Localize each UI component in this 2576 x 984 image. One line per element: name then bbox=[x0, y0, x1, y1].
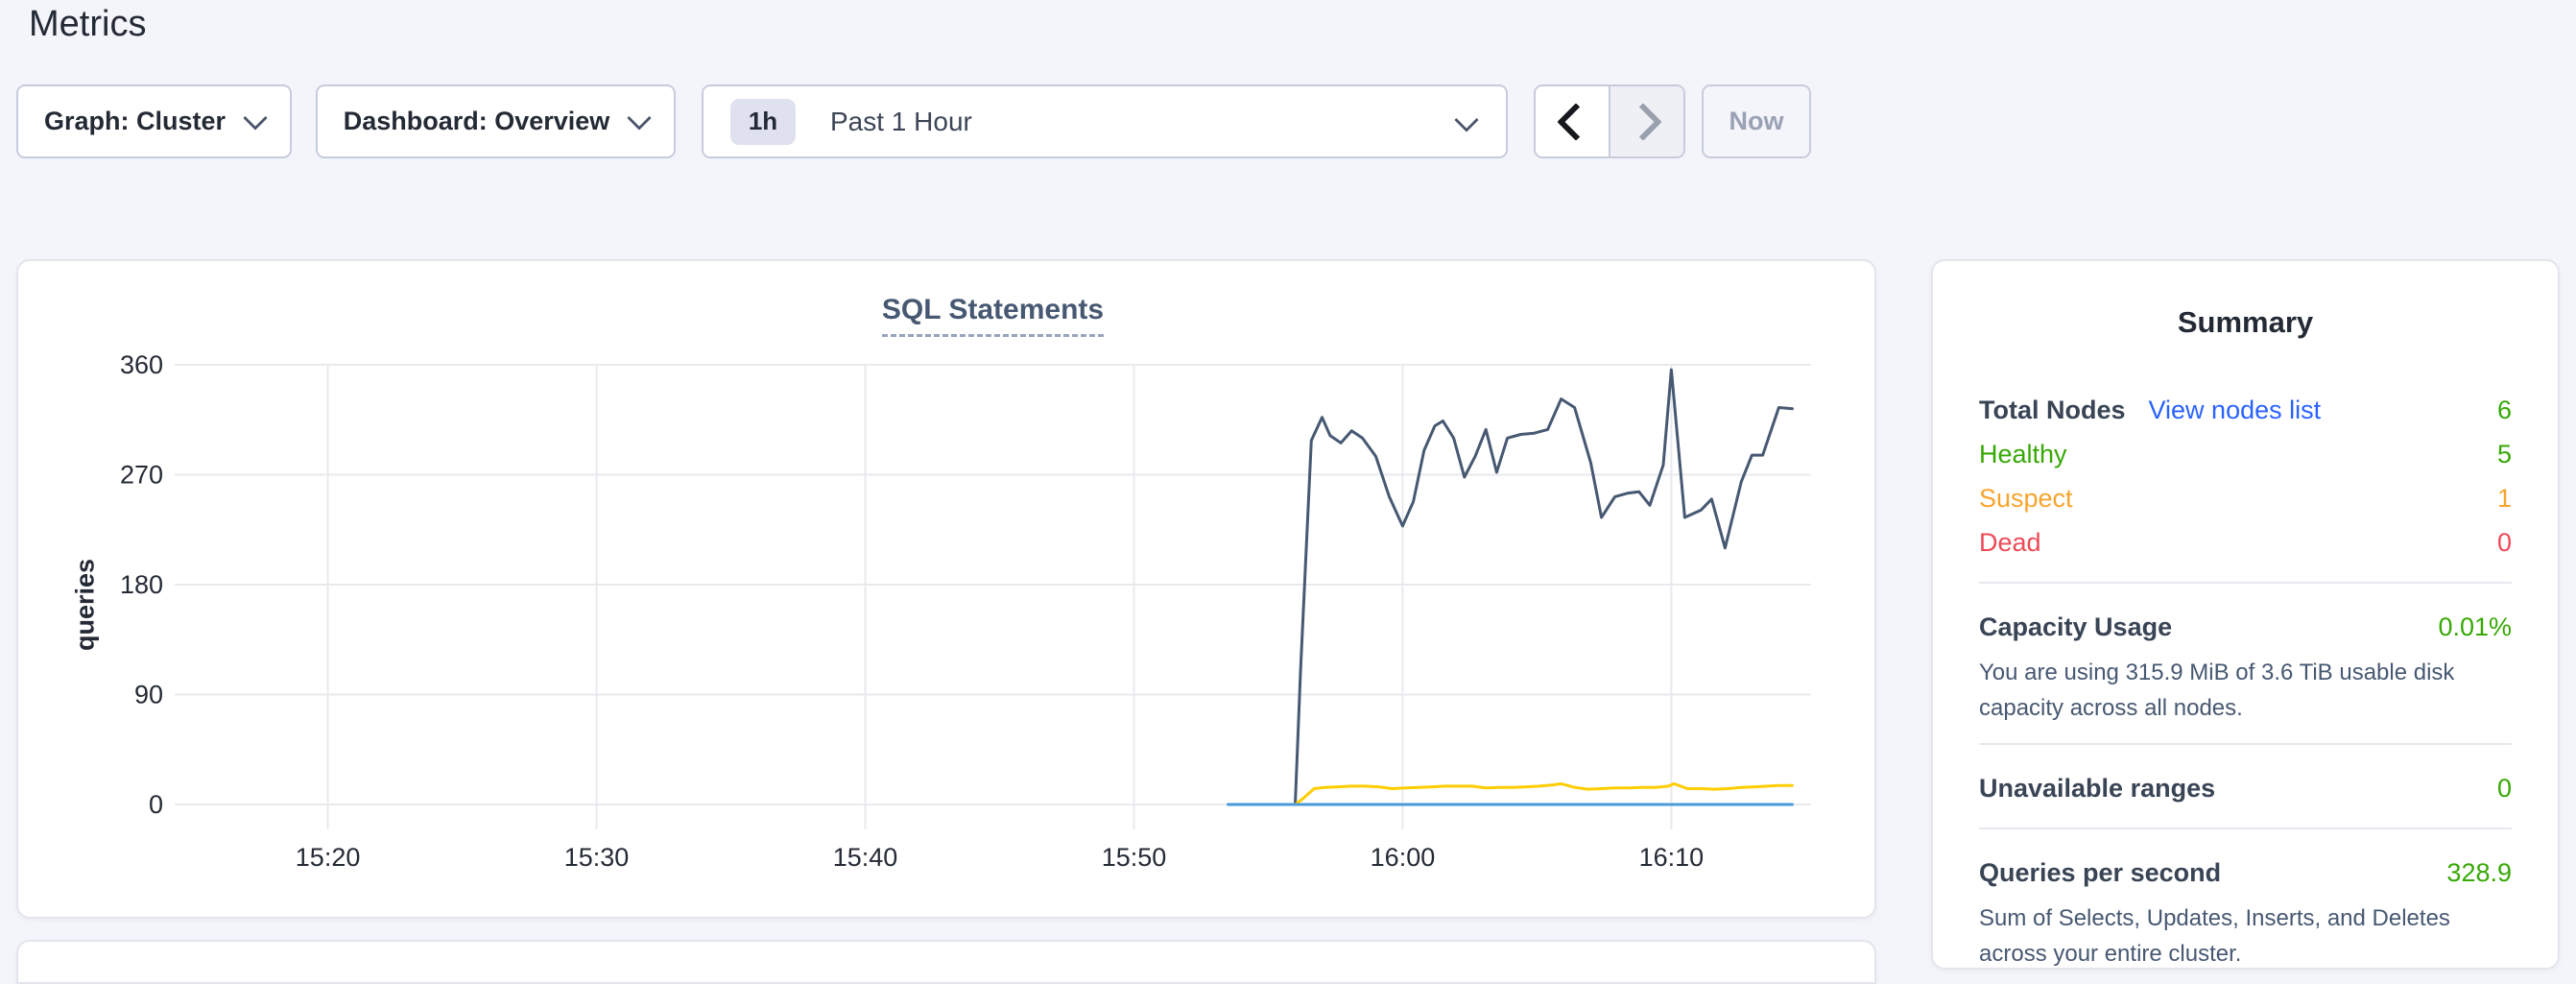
chevron-down-icon bbox=[627, 105, 653, 131]
chart-canvas: 0 90 180 270 360 15:20 15:30 15:40 15:50 16:00 16:… bbox=[120, 350, 1811, 872]
next-chart-panel bbox=[16, 940, 1876, 984]
queries-per-second-label: Queries per second bbox=[1979, 857, 2222, 887]
dead-label: Dead bbox=[1979, 527, 2041, 557]
svg-text:270: 270 bbox=[120, 461, 163, 490]
next-time-button[interactable] bbox=[1609, 86, 1683, 156]
sql-statements-chart-panel: SQL Statements queries 0 90 180 270 360 15:20… bbox=[16, 259, 1876, 919]
svg-text:15:50: 15:50 bbox=[1102, 843, 1167, 872]
healthy-label: Healthy bbox=[1979, 439, 2067, 468]
now-button-label: Now bbox=[1729, 107, 1784, 135]
suspect-value: 1 bbox=[2496, 483, 2512, 513]
unavailable-ranges-row: Unavailable ranges 0 bbox=[1979, 766, 2512, 810]
time-step-buttons bbox=[1534, 84, 1685, 158]
svg-text:90: 90 bbox=[134, 681, 163, 709]
healthy-nodes-row: Healthy 5 bbox=[1979, 432, 2512, 476]
svg-text:15:20: 15:20 bbox=[296, 843, 361, 872]
svg-text:15:30: 15:30 bbox=[564, 843, 630, 872]
queries-per-second-value: 328.9 bbox=[2446, 857, 2512, 887]
capacity-usage-row: Capacity Usage 0.01% bbox=[1979, 605, 2512, 649]
capacity-usage-description: You are using 315.9 MiB of 3.6 TiB usabl… bbox=[1979, 660, 2455, 721]
divider bbox=[1979, 582, 2512, 584]
total-nodes-value: 6 bbox=[2496, 395, 2512, 424]
dead-nodes-row: Dead 0 bbox=[1979, 520, 2512, 564]
dashboard-dropdown[interactable]: Dashboard: Overview bbox=[316, 84, 676, 158]
svg-text:360: 360 bbox=[120, 350, 163, 379]
now-button[interactable]: Now bbox=[1702, 84, 1811, 158]
chevron-down-icon bbox=[243, 105, 268, 131]
svg-text:16:00: 16:00 bbox=[1371, 843, 1436, 872]
unavailable-ranges-value: 0 bbox=[2496, 773, 2512, 803]
chevron-down-icon bbox=[1454, 108, 1479, 132]
capacity-usage-label: Capacity Usage bbox=[1979, 612, 2173, 641]
dashboard-dropdown-label: Dashboard: Overview bbox=[343, 107, 610, 135]
svg-text:16:10: 16:10 bbox=[1639, 843, 1705, 872]
chart-title[interactable]: SQL Statements bbox=[881, 294, 1105, 337]
prev-time-button[interactable] bbox=[1536, 86, 1609, 156]
divider bbox=[1979, 828, 2512, 829]
view-nodes-list-link[interactable]: View nodes list bbox=[2148, 395, 2322, 424]
chevron-right-icon bbox=[1624, 102, 1662, 141]
summary-title: Summary bbox=[2177, 305, 2314, 339]
unavailable-ranges-label: Unavailable ranges bbox=[1979, 773, 2216, 803]
time-range-badge: 1h bbox=[730, 98, 796, 145]
capacity-usage-value: 0.01% bbox=[2438, 612, 2512, 641]
suspect-nodes-row: Suspect 1 bbox=[1979, 476, 2512, 520]
total-nodes-row: Total Nodes View nodes list 6 bbox=[1979, 388, 2512, 432]
queries-per-second-description: Sum of Selects, Updates, Inserts, and De… bbox=[1979, 905, 2450, 967]
time-range-label: Past 1 Hour bbox=[830, 106, 972, 136]
svg-text:0: 0 bbox=[149, 790, 163, 819]
svg-text:180: 180 bbox=[120, 570, 163, 599]
svg-text:15:40: 15:40 bbox=[833, 843, 898, 872]
summary-panel: Summary Total Nodes View nodes list 6 He… bbox=[1931, 259, 2560, 970]
time-range-picker[interactable]: 1h Past 1 Hour bbox=[702, 84, 1508, 158]
suspect-label: Suspect bbox=[1979, 483, 2073, 513]
healthy-value: 5 bbox=[2496, 439, 2512, 468]
page-title: Metrics bbox=[29, 4, 147, 44]
queries-per-second-row: Queries per second 328.9 bbox=[1979, 851, 2512, 895]
chevron-left-icon bbox=[1557, 102, 1595, 141]
graph-dropdown[interactable]: Graph: Cluster bbox=[16, 84, 292, 158]
dead-value: 0 bbox=[2496, 527, 2512, 557]
divider bbox=[1979, 743, 2512, 745]
graph-dropdown-label: Graph: Cluster bbox=[43, 107, 227, 135]
total-nodes-label: Total Nodes bbox=[1979, 395, 2126, 424]
